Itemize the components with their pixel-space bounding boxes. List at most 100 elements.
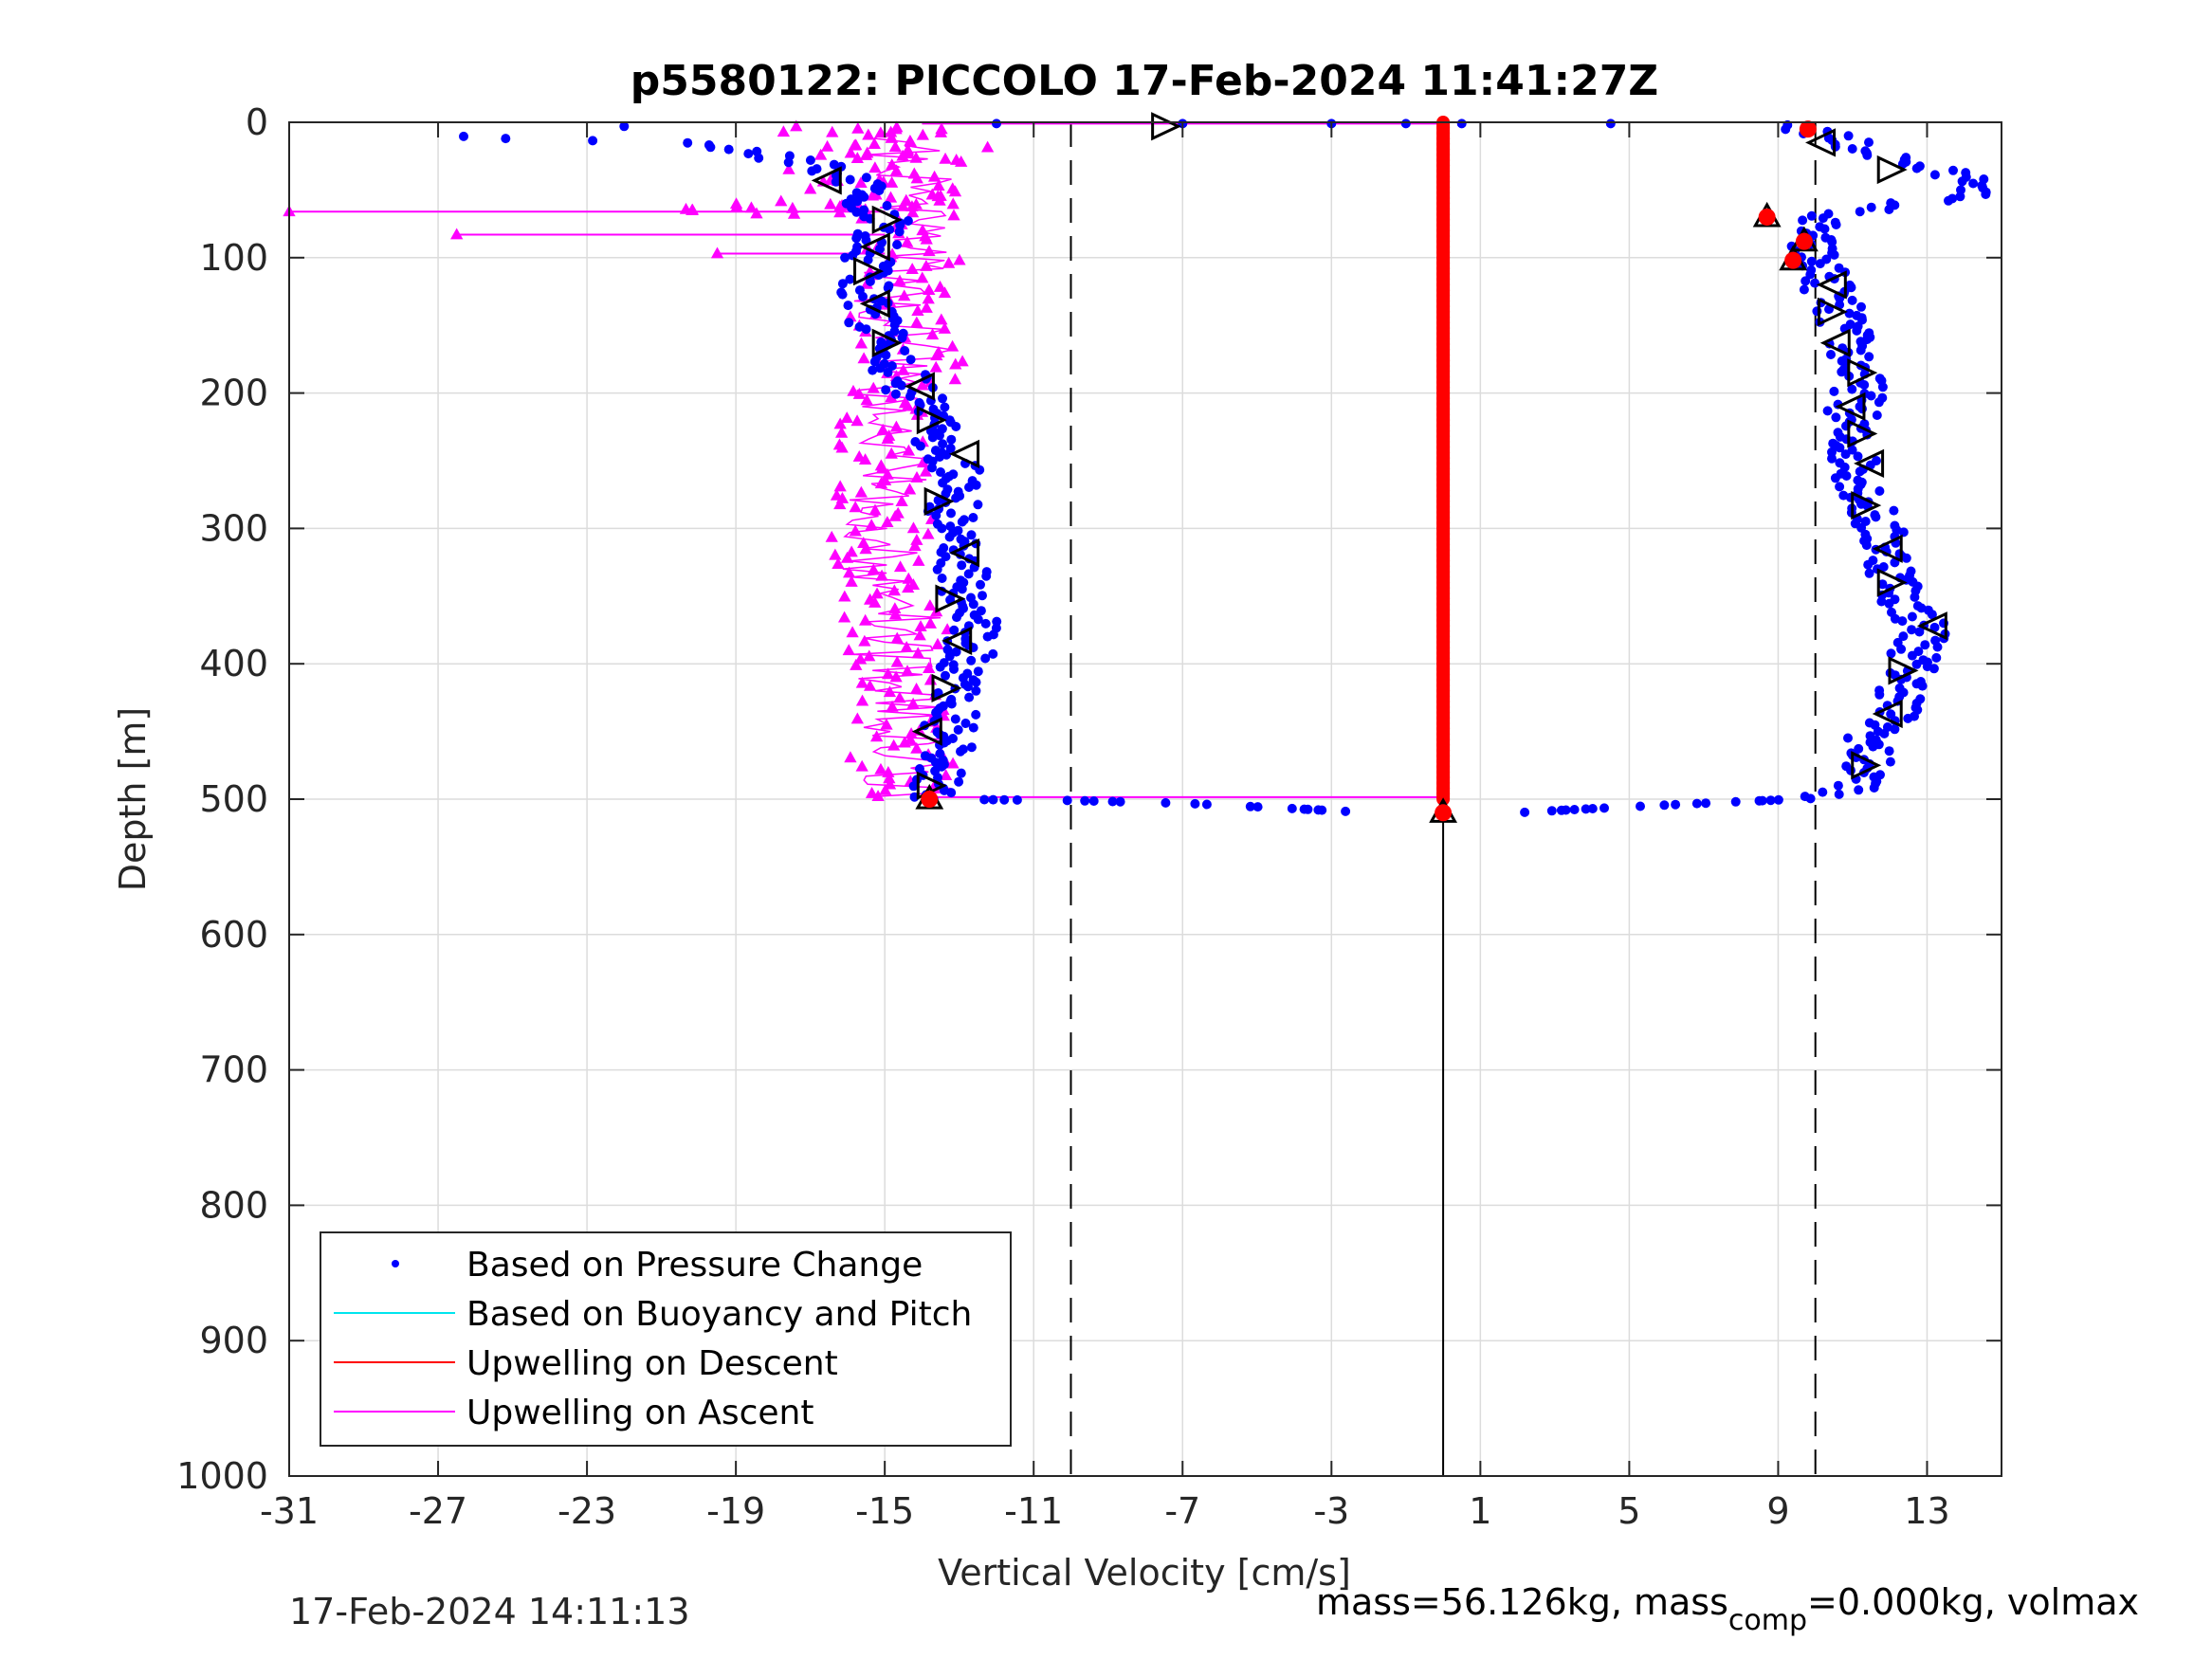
ascent-upwelling-point (885, 447, 898, 459)
ascent-pressure-point (879, 358, 889, 369)
ascent-upwelling-point (901, 235, 914, 247)
ascent-upwelling-point (946, 197, 960, 210)
ascent-upwelling-point (850, 658, 863, 670)
ascent-upwelling-point (832, 438, 847, 450)
ascent-upwelling-point (949, 357, 962, 370)
descent-pressure-point (1691, 798, 1702, 809)
descent-pressure-point (1857, 404, 1867, 414)
ascent-upwelling-point (863, 592, 877, 605)
ascent-pressure-point (1299, 804, 1309, 814)
ascent-pressure-point (999, 794, 1010, 805)
ascent-upwelling-point (905, 263, 919, 274)
ascent-upwelling-point (849, 501, 862, 513)
ascent-pressure-point (915, 764, 924, 774)
ascent-pressure-point (948, 734, 958, 743)
ascent-upwelling-point (782, 162, 795, 174)
ascent-upwelling-point (859, 613, 872, 626)
x-tick-label: -3 (1313, 1490, 1349, 1532)
y-tick-label: 200 (199, 373, 268, 414)
ascent-upwelling-point (840, 411, 853, 424)
open-triangle-marker (1819, 328, 1851, 357)
ascent-upwelling-point (837, 611, 851, 623)
ascent-pressure-point (939, 701, 948, 711)
footer-mass-text: mass=56.126kg, mass (1316, 1581, 1728, 1623)
ascent-pressure-point (945, 443, 956, 453)
x-tick-label: 5 (1618, 1490, 1640, 1532)
ascent-upwelling-point (820, 139, 834, 152)
ascent-pressure-point (930, 446, 941, 456)
descent-pressure-point (1871, 512, 1881, 522)
ascent-upwelling-point (854, 485, 868, 498)
ascent-upwelling-point (787, 207, 801, 219)
open-triangle-marker (853, 256, 885, 286)
ascent-upwelling-point (904, 733, 917, 745)
ascent-pressure-point (971, 709, 981, 720)
legend-label-pressure: Based on Pressure Change (466, 1246, 923, 1285)
ascent-upwelling-point (914, 620, 927, 631)
open-triangle-marker (923, 486, 955, 516)
x-tick-label: -19 (706, 1490, 765, 1532)
turn-point-marker (1758, 208, 1776, 226)
ascent-pressure-point (881, 385, 891, 395)
ascent-pressure-point (938, 393, 947, 404)
descent-pressure-point (1806, 210, 1817, 221)
footer-mass-info: mass=56.126kg, masscomp=0.000kg, volmax (1316, 1581, 2139, 1637)
ascent-upwelling-point (833, 417, 847, 429)
ascent-upwelling-point (858, 634, 871, 647)
ascent-pressure-point (954, 776, 964, 787)
ascent-pressure-point (928, 404, 939, 414)
ascent-pressure-point (843, 301, 853, 311)
descent-pressure-point (1829, 386, 1839, 396)
ascent-upwelling-point (888, 602, 902, 614)
ascent-pressure-point (966, 655, 977, 665)
ascent-upwelling-point (750, 207, 763, 219)
ascent-upwelling-point (906, 578, 921, 590)
ascent-upwelling-point (786, 201, 799, 213)
y-tick-label: 900 (199, 1320, 268, 1361)
ascent-pressure-point (846, 194, 856, 205)
ascent-upwelling-point (909, 683, 923, 694)
ascent-upwelling-point (867, 381, 880, 393)
ascent-upwelling-point (866, 189, 879, 201)
descent-pressure-point (1955, 191, 1965, 202)
descent-pressure-point (1889, 505, 1899, 516)
ascent-upwelling-point (845, 545, 858, 557)
descent-pressure-point (1929, 664, 1939, 674)
ascent-pressure-point (960, 719, 971, 728)
descent-pressure-point (1801, 276, 1811, 286)
y-tick-label: 1000 (176, 1455, 268, 1497)
open-triangle-marker (935, 584, 966, 613)
descent-pressure-point (1877, 382, 1888, 392)
descent-pressure-point (1818, 213, 1828, 224)
ascent-pressure-point (945, 521, 956, 532)
ascent-pressure-point (837, 279, 848, 289)
descent-pressure-point (1896, 644, 1907, 654)
ascent-pressure-point (939, 543, 949, 553)
descent-pressure-point (1907, 625, 1917, 635)
ascent-pressure-point (923, 454, 933, 465)
ascent-upwelling-point (874, 459, 888, 471)
ascent-upwelling-point (883, 685, 897, 698)
x-tick-label: -7 (1164, 1490, 1200, 1532)
descent-pressure-point (1805, 269, 1816, 280)
open-triangle-marker (859, 289, 890, 319)
ascent-upwelling-point (865, 787, 879, 798)
x-tick-label: -15 (855, 1490, 914, 1532)
ascent-upwelling-point (920, 259, 933, 271)
ascent-upwelling-point (911, 304, 924, 316)
ascent-upwelling-point (862, 128, 875, 140)
ascent-upwelling-point (890, 120, 904, 133)
legend-label-descent: Upwelling on Descent (466, 1344, 838, 1383)
descent-pressure-point (1856, 345, 1866, 356)
x-tick-label: 13 (1904, 1490, 1949, 1532)
turn-point-marker (1795, 232, 1813, 250)
ascent-pressure-point (979, 794, 990, 805)
ascent-upwelling-point (852, 388, 866, 399)
ascent-upwelling-point (868, 503, 882, 516)
ascent-pressure-point (937, 574, 947, 583)
ascent-upwelling-point (854, 337, 868, 349)
y-tick-label: 700 (199, 1049, 268, 1091)
ascent-pressure-point (964, 692, 975, 702)
ascent-upwelling-point (886, 158, 899, 171)
descent-pressure-point (1822, 406, 1833, 416)
